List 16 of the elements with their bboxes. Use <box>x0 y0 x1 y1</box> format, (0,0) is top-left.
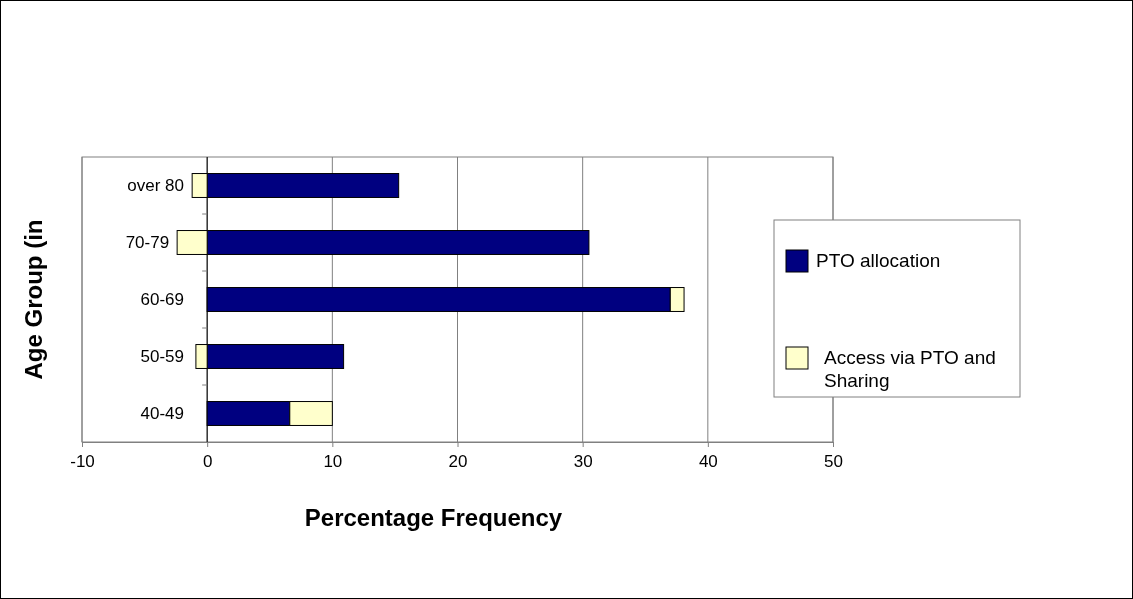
y-tick-label: 60-69 <box>140 290 184 310</box>
x-tick-label: 10 <box>323 452 343 472</box>
y-tick-label: 70-79 <box>125 233 170 253</box>
legend-label: Access via PTO and Sharing <box>824 347 996 391</box>
y-axis-title: Age Group (in <box>20 219 47 380</box>
x-tick-label: 0 <box>202 452 213 472</box>
x-tick-label: 50 <box>824 452 843 472</box>
y-tick-label: over 80 <box>127 176 184 196</box>
y-tick-label: 50-59 <box>140 347 184 367</box>
x-axis-title: Percentage Frequency <box>304 504 563 531</box>
y-tick-label: 40-49 <box>140 404 184 424</box>
x-tick-label: -10 <box>70 452 95 472</box>
x-tick-label: 20 <box>448 452 468 472</box>
legend-label: PTO allocation <box>816 250 941 271</box>
x-tick-label: 30 <box>573 452 593 472</box>
x-tick-label: 40 <box>698 452 718 472</box>
